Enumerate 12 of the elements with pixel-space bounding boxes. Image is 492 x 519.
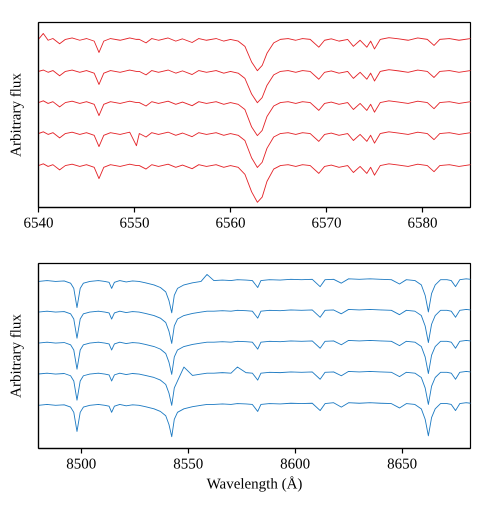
x-tick-label: 6570 bbox=[312, 216, 342, 232]
y-axis-title: Arbitrary flux bbox=[8, 314, 24, 398]
y-axis-title: Arbitrary flux bbox=[8, 72, 24, 157]
x-tick-label: 6540 bbox=[24, 216, 54, 232]
x-axis-title: Wavelength (Å) bbox=[206, 476, 302, 492]
x-tick-label: 8600 bbox=[280, 456, 310, 472]
x-tick-label: 6580 bbox=[408, 216, 438, 232]
x-tick-label: 8550 bbox=[173, 456, 204, 472]
x-tick-label: 6550 bbox=[120, 216, 150, 232]
x-tick-label: 8500 bbox=[66, 456, 96, 472]
x-tick-label: 8650 bbox=[387, 456, 418, 472]
x-tick-label: 6560 bbox=[216, 216, 246, 232]
